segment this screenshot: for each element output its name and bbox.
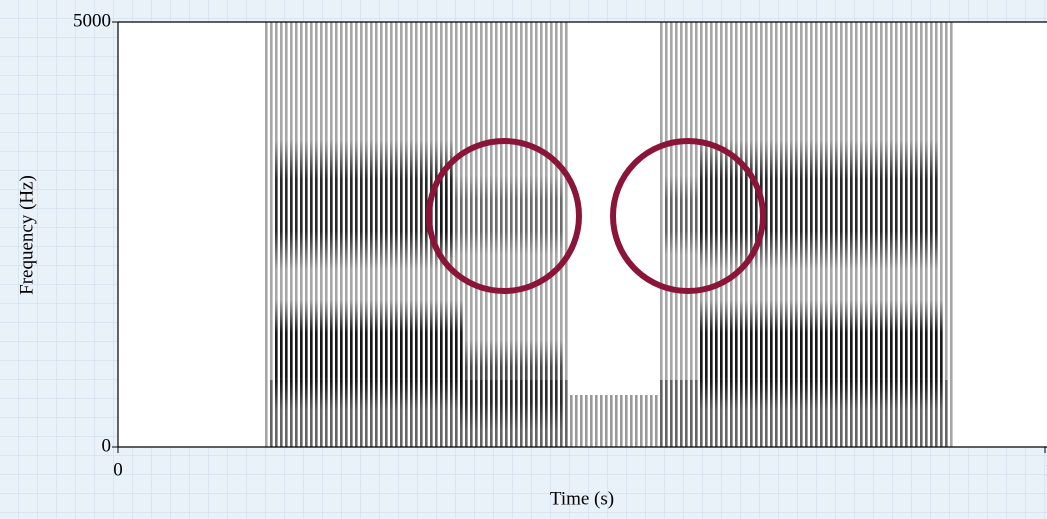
x-axis-label: Time (s)	[550, 488, 614, 509]
y-tick-label: 0	[102, 435, 112, 456]
highlight-circle	[610, 138, 766, 294]
spectrogram-image	[265, 22, 955, 447]
x-tick-label: 1	[1045, 459, 1047, 480]
y-tick-label: 5000	[73, 10, 111, 31]
y-axis-label: Frequency (Hz)	[16, 175, 37, 295]
axes-frame	[117, 21, 1047, 448]
highlight-circle	[426, 138, 582, 294]
x-tick-label: 0	[113, 459, 123, 480]
